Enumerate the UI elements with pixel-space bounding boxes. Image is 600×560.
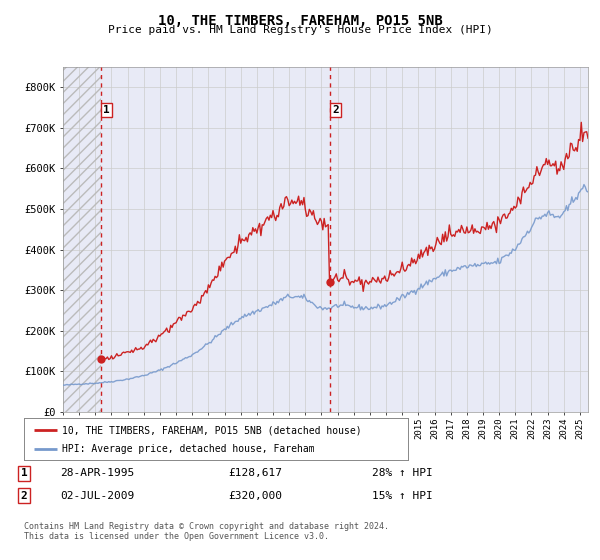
Text: £128,617: £128,617 <box>228 468 282 478</box>
Bar <box>63 67 101 412</box>
Text: 28% ↑ HPI: 28% ↑ HPI <box>372 468 433 478</box>
Text: 1: 1 <box>103 105 110 115</box>
Text: 2: 2 <box>20 491 28 501</box>
Text: 2: 2 <box>332 105 339 115</box>
Text: 1: 1 <box>20 468 28 478</box>
Text: 28-APR-1995: 28-APR-1995 <box>60 468 134 478</box>
Text: 10, THE TIMBERS, FAREHAM, PO15 5NB (detached house): 10, THE TIMBERS, FAREHAM, PO15 5NB (deta… <box>62 425 362 435</box>
Text: 10, THE TIMBERS, FAREHAM, PO15 5NB: 10, THE TIMBERS, FAREHAM, PO15 5NB <box>158 14 442 28</box>
Text: £320,000: £320,000 <box>228 491 282 501</box>
Text: 15% ↑ HPI: 15% ↑ HPI <box>372 491 433 501</box>
Text: 02-JUL-2009: 02-JUL-2009 <box>60 491 134 501</box>
Text: Price paid vs. HM Land Registry's House Price Index (HPI): Price paid vs. HM Land Registry's House … <box>107 25 493 35</box>
Text: Contains HM Land Registry data © Crown copyright and database right 2024.
This d: Contains HM Land Registry data © Crown c… <box>24 522 389 542</box>
Text: HPI: Average price, detached house, Fareham: HPI: Average price, detached house, Fare… <box>62 445 315 454</box>
